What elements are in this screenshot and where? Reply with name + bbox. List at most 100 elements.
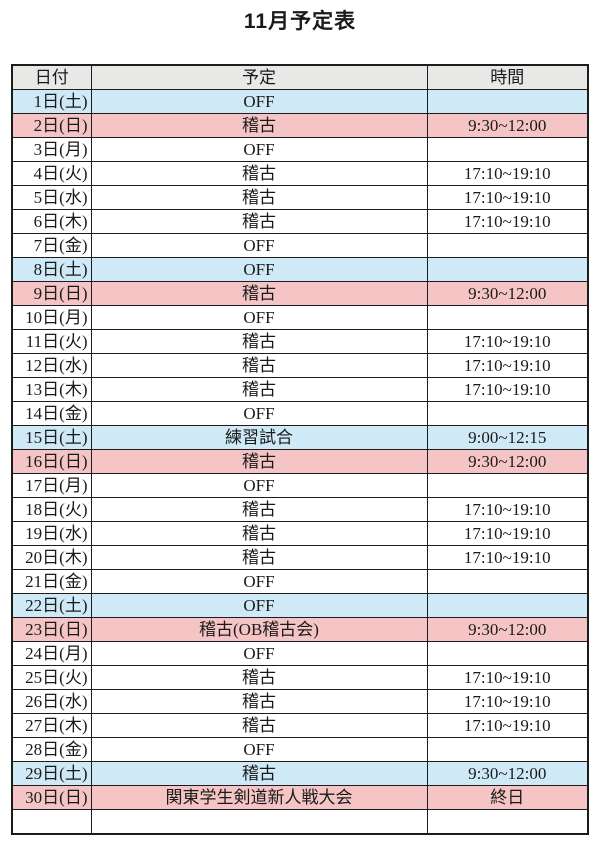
plan-cell: 関東学生剣道新人戦大会 <box>90 785 428 810</box>
date-cell: 19日(水) <box>11 521 92 546</box>
plan-cell: 稽古 <box>90 353 428 378</box>
time-cell: 17:10~19:10 <box>426 497 589 522</box>
plan-cell: OFF <box>90 737 428 762</box>
table-row: 20日(木) 稽古 17:10~19:10 <box>11 545 589 570</box>
date-cell <box>11 809 92 835</box>
time-cell: 9:30~12:00 <box>426 113 589 138</box>
header-row: 日付 予定 時間 <box>11 64 589 90</box>
date-cell: 9日(日) <box>11 281 92 306</box>
plan-cell: 稽古 <box>90 761 428 786</box>
date-cell: 21日(金) <box>11 569 92 594</box>
table-row: 17日(月) OFF <box>11 473 589 498</box>
date-cell: 22日(土) <box>11 593 92 618</box>
time-cell: 17:10~19:10 <box>426 161 589 186</box>
date-cell: 2日(日) <box>11 113 92 138</box>
schedule-table-body: 1日(土) OFF 2日(日) 稽古 9:30~12:00 3日(月) OFF 4日(火) 稽古… <box>11 89 589 835</box>
plan-cell: OFF <box>90 473 428 498</box>
schedule-table: 日付 予定 時間 1日(土) OFF 2日(日) 稽古 9:30~12:00 3日(月) O… <box>11 64 589 835</box>
date-cell: 24日(月) <box>11 641 92 666</box>
date-cell: 16日(日) <box>11 449 92 474</box>
plan-cell: 稽古 <box>90 209 428 234</box>
date-cell: 12日(水) <box>11 353 92 378</box>
time-cell <box>426 593 589 618</box>
time-cell <box>426 233 589 258</box>
header-cell-plan: 予定 <box>90 64 428 90</box>
date-cell: 3日(月) <box>11 137 92 162</box>
date-cell: 15日(土) <box>11 425 92 450</box>
date-cell: 14日(金) <box>11 401 92 426</box>
table-row: 9日(日) 稽古 9:30~12:00 <box>11 281 589 306</box>
date-cell: 25日(火) <box>11 665 92 690</box>
date-cell: 13日(木) <box>11 377 92 402</box>
plan-cell: 稽古 <box>90 497 428 522</box>
plan-cell: 稽古 <box>90 185 428 210</box>
plan-cell: OFF <box>90 641 428 666</box>
date-cell: 5日(水) <box>11 185 92 210</box>
table-row: 11日(火) 稽古 17:10~19:10 <box>11 329 589 354</box>
table-row: 5日(水) 稽古 17:10~19:10 <box>11 185 589 210</box>
plan-cell: 稽古 <box>90 377 428 402</box>
header-cell-time: 時間 <box>426 64 589 90</box>
time-cell: 9:30~12:00 <box>426 761 589 786</box>
date-cell: 6日(木) <box>11 209 92 234</box>
time-cell <box>426 137 589 162</box>
table-row: 18日(火) 稽古 17:10~19:10 <box>11 497 589 522</box>
plan-cell: 稽古 <box>90 665 428 690</box>
date-cell: 27日(木) <box>11 713 92 738</box>
table-row: 12日(水) 稽古 17:10~19:10 <box>11 353 589 378</box>
plan-cell: OFF <box>90 89 428 114</box>
table-row <box>11 809 589 835</box>
time-cell: 17:10~19:10 <box>426 185 589 210</box>
table-row: 24日(月) OFF <box>11 641 589 666</box>
time-cell <box>426 401 589 426</box>
time-cell: 17:10~19:10 <box>426 329 589 354</box>
time-cell <box>426 641 589 666</box>
date-cell: 18日(火) <box>11 497 92 522</box>
date-cell: 26日(水) <box>11 689 92 714</box>
time-cell: 17:10~19:10 <box>426 377 589 402</box>
time-cell: 17:10~19:10 <box>426 713 589 738</box>
table-row: 19日(水) 稽古 17:10~19:10 <box>11 521 589 546</box>
date-cell: 7日(金) <box>11 233 92 258</box>
plan-cell: 稽古(OB稽古会) <box>90 617 428 642</box>
header-cell-date: 日付 <box>11 64 92 90</box>
date-cell: 17日(月) <box>11 473 92 498</box>
plan-cell: OFF <box>90 137 428 162</box>
time-cell <box>426 737 589 762</box>
table-row: 21日(金) OFF <box>11 569 589 594</box>
plan-cell: OFF <box>90 305 428 330</box>
date-cell: 10日(月) <box>11 305 92 330</box>
plan-cell: OFF <box>90 257 428 282</box>
time-cell: 17:10~19:10 <box>426 545 589 570</box>
time-cell: 17:10~19:10 <box>426 353 589 378</box>
time-cell: 9:00~12:15 <box>426 425 589 450</box>
plan-cell: 稽古 <box>90 449 428 474</box>
table-row: 4日(火) 稽古 17:10~19:10 <box>11 161 589 186</box>
table-row: 1日(土) OFF <box>11 89 589 114</box>
table-row: 14日(金) OFF <box>11 401 589 426</box>
table-row: 29日(土) 稽古 9:30~12:00 <box>11 761 589 786</box>
table-row: 2日(日) 稽古 9:30~12:00 <box>11 113 589 138</box>
time-cell: 9:30~12:00 <box>426 449 589 474</box>
plan-cell: OFF <box>90 401 428 426</box>
table-row: 22日(土) OFF <box>11 593 589 618</box>
time-cell <box>426 473 589 498</box>
table-row: 8日(土) OFF <box>11 257 589 282</box>
page-title: 11月予定表 <box>243 10 357 33</box>
time-cell: 17:10~19:10 <box>426 665 589 690</box>
plan-cell: OFF <box>90 569 428 594</box>
table-row: 16日(日) 稽古 9:30~12:00 <box>11 449 589 474</box>
table-row: 30日(日) 関東学生剣道新人戦大会 終日 <box>11 785 589 810</box>
plan-cell: 稽古 <box>90 329 428 354</box>
plan-cell: 稽古 <box>90 545 428 570</box>
time-cell: 9:30~12:00 <box>426 281 589 306</box>
table-row: 23日(日) 稽古(OB稽古会) 9:30~12:00 <box>11 617 589 642</box>
table-row: 26日(水) 稽古 17:10~19:10 <box>11 689 589 714</box>
table-row: 28日(金) OFF <box>11 737 589 762</box>
table-row: 6日(木) 稽古 17:10~19:10 <box>11 209 589 234</box>
plan-cell: OFF <box>90 233 428 258</box>
table-row: 7日(金) OFF <box>11 233 589 258</box>
time-cell <box>426 569 589 594</box>
plan-cell: 稽古 <box>90 161 428 186</box>
time-cell: 17:10~19:10 <box>426 689 589 714</box>
